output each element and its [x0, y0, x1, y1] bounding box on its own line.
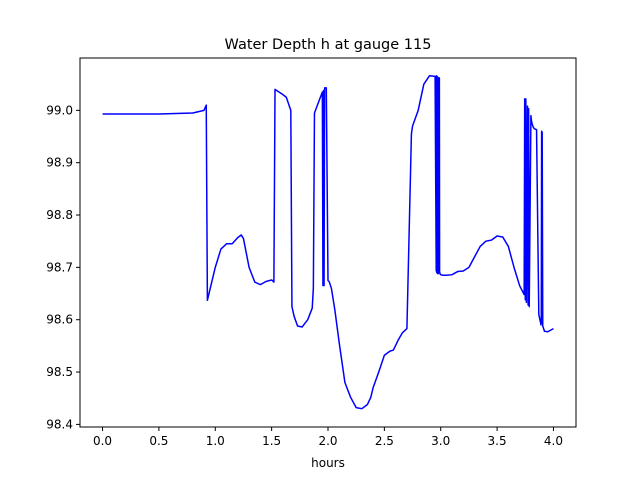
x-tick-label: 1.5: [262, 434, 281, 448]
plot-area: [102, 75, 554, 410]
y-tick-label: 98.4: [46, 417, 73, 431]
y-tick-label: 98.9: [46, 156, 73, 170]
x-tick-label: 0.5: [149, 434, 168, 448]
x-tick-label: 0.0: [93, 434, 112, 448]
x-tick-label: 3.0: [431, 434, 450, 448]
x-tick-label: 3.5: [488, 434, 507, 448]
y-tick-label: 99.0: [46, 103, 73, 117]
x-axis: 0.0 0.5 1.0 1.5 2.0 2.5 3.0 3.5 4.0: [93, 427, 563, 448]
y-tick-label: 98.6: [46, 313, 73, 327]
series-line-0: [102, 75, 554, 410]
x-tick-label: 2.0: [318, 434, 337, 448]
y-axis: 98.4 98.5 98.6 98.7 98.8 98.9 99.0: [46, 103, 80, 431]
y-tick-label: 98.7: [46, 260, 73, 274]
y-tick-label: 98.8: [46, 208, 73, 222]
x-axis-label: hours: [311, 456, 345, 470]
chart-title: Water Depth h at gauge 115: [225, 37, 432, 53]
x-tick-label: 2.5: [375, 434, 394, 448]
x-tick-label: 4.0: [544, 434, 563, 448]
y-tick-label: 98.5: [46, 365, 73, 379]
x-tick-label: 1.0: [206, 434, 225, 448]
